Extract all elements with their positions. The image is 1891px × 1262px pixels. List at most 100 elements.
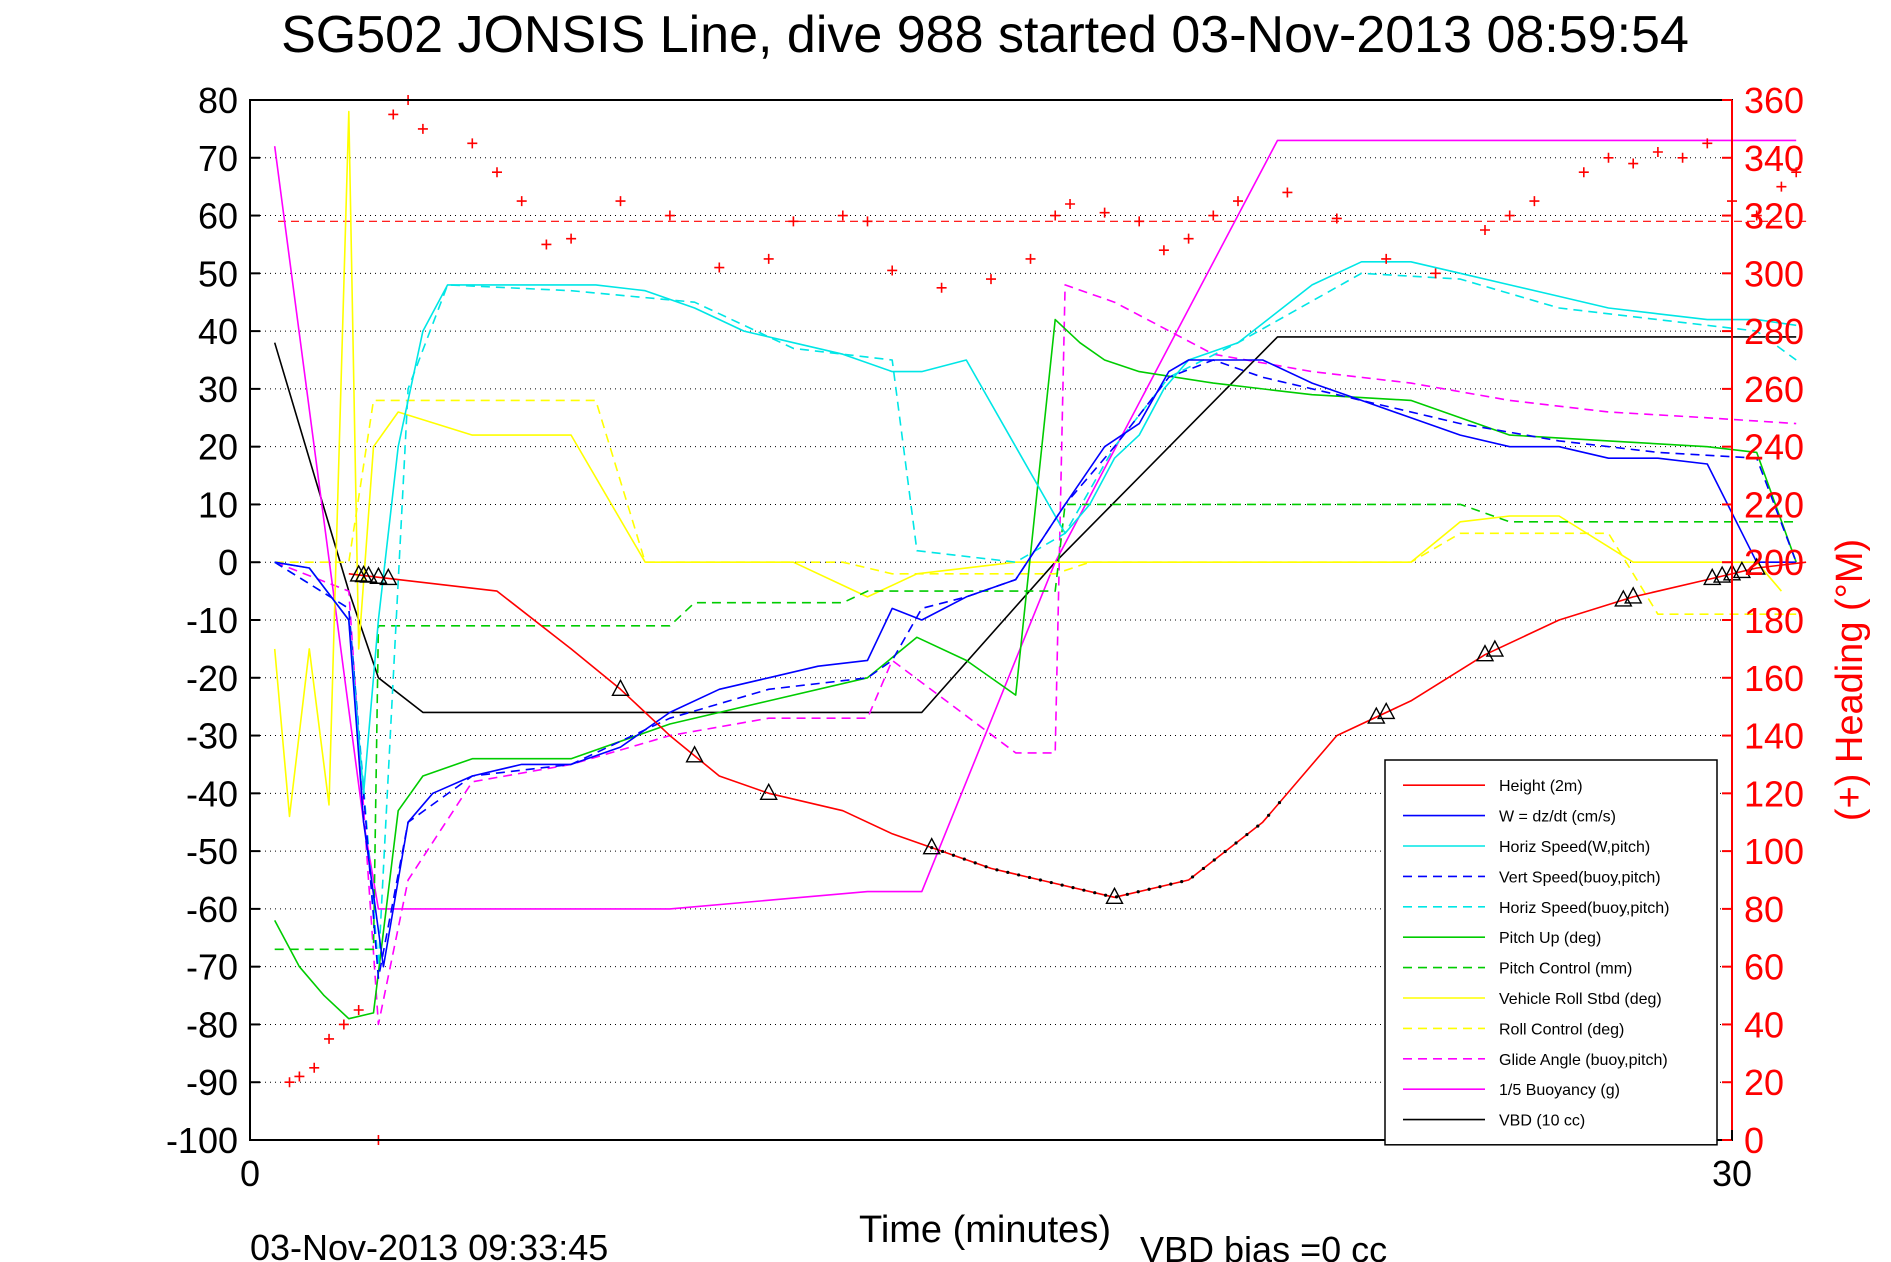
height-markers <box>349 557 1766 905</box>
series-line <box>274 359 1797 980</box>
height-sample-dot <box>1006 870 1010 874</box>
y-axis-right-label: (+) Heading (°M) <box>1829 539 1871 821</box>
heading-point <box>1702 138 1713 149</box>
y-tick-label-right: 140 <box>1744 716 1804 757</box>
y-axis-right: 3603403203002802602402202001801601401201… <box>1722 80 1804 1161</box>
chart-title: SG502 JONSIS Line, dive 988 started 03-N… <box>281 6 1689 64</box>
heading-point <box>353 1005 364 1015</box>
heading-point <box>309 1062 320 1073</box>
legend-label: VBD (10 cc) <box>1499 1113 1585 1130</box>
heading-point <box>1628 158 1639 169</box>
heading-point <box>1578 167 1589 178</box>
heading-point <box>1134 216 1145 227</box>
heading-point <box>467 138 478 149</box>
height-sample-dot <box>1234 841 1238 845</box>
y-tick-label-right: 300 <box>1744 253 1804 294</box>
series-line <box>273 110 1783 818</box>
height-sample-dot <box>1114 895 1119 899</box>
y-tick-label-left: 30 <box>198 369 238 410</box>
series-line <box>348 561 1807 899</box>
height-sample-dot <box>1017 873 1021 877</box>
heading-point <box>516 196 527 207</box>
height-sample-dot <box>1038 878 1042 882</box>
heading-point <box>887 265 898 276</box>
legend-box <box>1384 759 1718 1146</box>
height-sample-dot <box>962 857 966 861</box>
height-sample-dot <box>973 861 977 865</box>
x-axis-label: Time (minutes) <box>859 1209 1111 1251</box>
y-tick-label-left: 0 <box>218 542 238 583</box>
footer-timestamp: 03-Nov-2013 09:33:45 <box>250 1227 608 1262</box>
height-sample-dot <box>951 853 956 857</box>
height-sample-dot <box>1277 800 1282 805</box>
height-sample-dot <box>1104 893 1108 897</box>
heading-point <box>763 253 774 264</box>
height-marker <box>611 678 630 697</box>
height-marker <box>379 567 398 586</box>
y-axis-left: 80 70 60 50 40 30 20 10 0 -10 -20 -30 -40 -50 -60 -70 -8… <box>166 80 260 1161</box>
legend-label: Horiz Speed(W,pitch) <box>1499 839 1650 856</box>
y-tick-label-right: 240 <box>1744 427 1804 468</box>
y-tick-label-right: 340 <box>1744 138 1804 179</box>
y-tick-label-left: 50 <box>198 253 238 294</box>
height-marker <box>1624 586 1643 604</box>
y-tick-label-left: -10 <box>186 600 238 641</box>
height-sample-dot <box>1060 883 1064 887</box>
height-sample-dot <box>1049 880 1053 885</box>
y-tick-label-left: 40 <box>198 311 238 352</box>
series-line <box>273 139 1797 910</box>
heading-point <box>284 1077 295 1088</box>
heading-point <box>294 1071 305 1082</box>
heading-point <box>492 167 502 178</box>
heading-point <box>1282 187 1293 198</box>
legend-label: Vehicle Roll Stbd (deg) <box>1499 991 1662 1008</box>
x-tick-label: 0 <box>240 1153 260 1194</box>
legend-label: Glide Angle (buoy,pitch) <box>1499 1052 1668 1069</box>
series-line <box>274 260 1797 795</box>
heading-point <box>1529 196 1540 207</box>
height-marker <box>359 565 378 583</box>
height-marker <box>1485 639 1505 657</box>
heading-point <box>714 262 725 273</box>
legend-label: Vert Speed(buoy,pitch) <box>1499 869 1661 886</box>
heading-point <box>1504 210 1515 221</box>
height-marker <box>1105 886 1124 905</box>
heading-point <box>1025 253 1036 264</box>
y-tick-label-left: 70 <box>198 138 238 179</box>
y-tick-label-right: 360 <box>1744 80 1804 121</box>
height-sample-dot <box>1180 880 1184 884</box>
heading-point <box>1776 181 1787 192</box>
y-tick-label-right: 260 <box>1744 369 1804 410</box>
height-marker <box>685 745 704 763</box>
height-sample-dot <box>1212 858 1216 862</box>
height-sample-dot <box>1147 887 1151 891</box>
legend: Height (2m) W = dz/dt (cm/s) Horiz Speed(W… <box>1384 759 1718 1146</box>
x-tick-label: 30 <box>1712 1153 1752 1194</box>
heading-point <box>1183 233 1194 244</box>
y-tick-label-left: -20 <box>186 658 238 699</box>
y-tick-label-right: 220 <box>1744 484 1804 525</box>
height-sample-dot <box>1082 888 1086 892</box>
height-sample-dot <box>940 849 945 854</box>
y-tick-label-left: -80 <box>186 1004 238 1045</box>
series-line <box>274 284 1797 1026</box>
heading-point <box>1430 268 1441 279</box>
y-tick-label-left: -40 <box>186 773 238 814</box>
y-tick-label-left: 80 <box>198 80 238 121</box>
y-tick-label-right: 280 <box>1744 311 1804 352</box>
height-sample-dot <box>995 868 999 872</box>
height-sample-dot <box>1190 875 1195 879</box>
y-tick-label-right: 80 <box>1744 889 1784 930</box>
y-tick-label-right: 100 <box>1744 831 1804 872</box>
heading-point <box>338 1019 349 1030</box>
x-axis: 0 30 <box>240 1130 1752 1194</box>
y-tick-label-right: 0 <box>1744 1120 1764 1161</box>
y-tick-label-left: -50 <box>186 831 238 872</box>
y-tick-label-left: -30 <box>186 716 238 757</box>
legend-label: Pitch Control (mm) <box>1499 961 1632 978</box>
heading-point <box>1791 167 1802 178</box>
heading-point <box>1480 225 1490 235</box>
heading-point <box>1652 147 1663 157</box>
heading-point <box>1099 207 1110 218</box>
heading-markers <box>284 95 1802 1145</box>
